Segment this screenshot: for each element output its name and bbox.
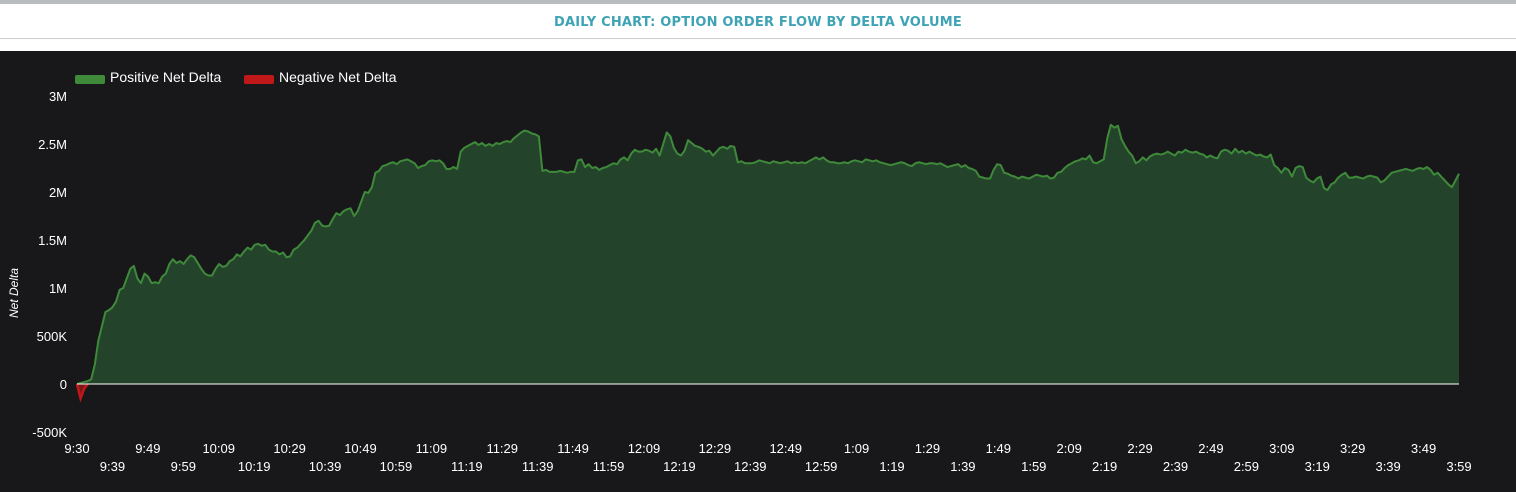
x-tick-label: 9:30 (64, 441, 89, 456)
x-tick-label: 2:39 (1163, 459, 1188, 474)
x-tick-label: 9:59 (171, 459, 196, 474)
legend-label-negative: Negative Net Delta (279, 69, 397, 85)
x-tick-label: 10:19 (238, 459, 271, 474)
x-axis-ticks: 9:30 9:39 9:49 9:59 10:0910:1910:2910:3910:4… (64, 441, 1471, 474)
x-tick-label: 1:49 (986, 441, 1011, 456)
x-tick-label: 11:29 (486, 441, 518, 456)
y-tick-label: 1.5M (38, 233, 67, 248)
legend: Positive Net Delta Negative Net Delta (75, 69, 397, 85)
x-tick-label: 1:29 (915, 441, 940, 456)
x-tick-label: 2:59 (1234, 459, 1259, 474)
x-tick-label: 12:49 (769, 441, 802, 456)
x-tick-label: 11:19 (451, 459, 483, 474)
x-tick-label: 10:49 (344, 441, 377, 456)
legend-label-positive: Positive Net Delta (110, 69, 221, 85)
x-tick-label: 1:09 (844, 441, 869, 456)
y-tick-label: 1M (49, 281, 67, 296)
chart-panel: Positive Net Delta Negative Net Delta Ne… (0, 51, 1516, 492)
x-tick-label: 2:19 (1092, 459, 1117, 474)
x-tick-label: 10:59 (380, 459, 413, 474)
x-tick-label: 1:39 (950, 459, 975, 474)
x-tick-label: 10:39 (309, 459, 342, 474)
y-tick-label: 0 (60, 377, 67, 392)
x-tick-label: 12:19 (663, 459, 696, 474)
x-tick-label: 11:49 (557, 441, 589, 456)
legend-swatch-positive (75, 75, 105, 84)
y-tick-label: 500K (37, 329, 68, 344)
x-tick-label: 9:49 (135, 441, 160, 456)
x-tick-label: 3:09 (1269, 441, 1294, 456)
negative-series-line (75, 383, 89, 403)
x-tick-label: 1:19 (879, 459, 904, 474)
x-tick-label: 3:29 (1340, 441, 1365, 456)
x-tick-label: 11:09 (416, 441, 448, 456)
x-tick-label: 9:39 (100, 459, 125, 474)
x-tick-label: 2:49 (1198, 441, 1223, 456)
x-tick-label: 11:39 (522, 459, 554, 474)
positive-area-fill (77, 124, 1459, 385)
x-tick-label: 2:09 (1057, 441, 1082, 456)
x-tick-label: 11:59 (593, 459, 625, 474)
y-tick-label: -500K (32, 425, 67, 440)
x-tick-label: 12:29 (699, 441, 732, 456)
top-border (0, 0, 1516, 4)
x-tick-label: 3:39 (1375, 459, 1400, 474)
chart-header: DAILY CHART: OPTION ORDER FLOW BY DELTA … (0, 4, 1516, 39)
x-tick-label: 1:59 (1021, 459, 1046, 474)
y-axis-ticks: 3M 2.5M 2M 1.5M 1M 500K 0 -500K (32, 89, 67, 440)
legend-item-negative[interactable]: Negative Net Delta (244, 69, 397, 85)
x-tick-label: 12:09 (628, 441, 661, 456)
page-title: DAILY CHART: OPTION ORDER FLOW BY DELTA … (554, 15, 962, 30)
x-tick-label: 12:39 (734, 459, 767, 474)
y-tick-label: 2.5M (38, 137, 67, 152)
x-tick-label: 3:49 (1411, 441, 1436, 456)
x-tick-label: 12:59 (805, 459, 838, 474)
x-tick-label: 2:29 (1127, 441, 1152, 456)
x-tick-label: 3:59 (1446, 459, 1471, 474)
x-tick-label: 10:29 (273, 441, 306, 456)
legend-swatch-negative (244, 75, 274, 84)
y-axis-label: Net Delta (7, 268, 21, 318)
legend-item-positive[interactable]: Positive Net Delta (75, 69, 221, 85)
x-tick-label: 3:19 (1305, 459, 1330, 474)
series-layer (75, 123, 1460, 403)
y-tick-label: 2M (49, 185, 67, 200)
x-tick-label: 10:09 (202, 441, 235, 456)
y-tick-label: 3M (49, 89, 67, 104)
positive-series-line (76, 123, 1460, 385)
net-delta-area-chart: Positive Net Delta Negative Net Delta Ne… (7, 69, 1472, 474)
